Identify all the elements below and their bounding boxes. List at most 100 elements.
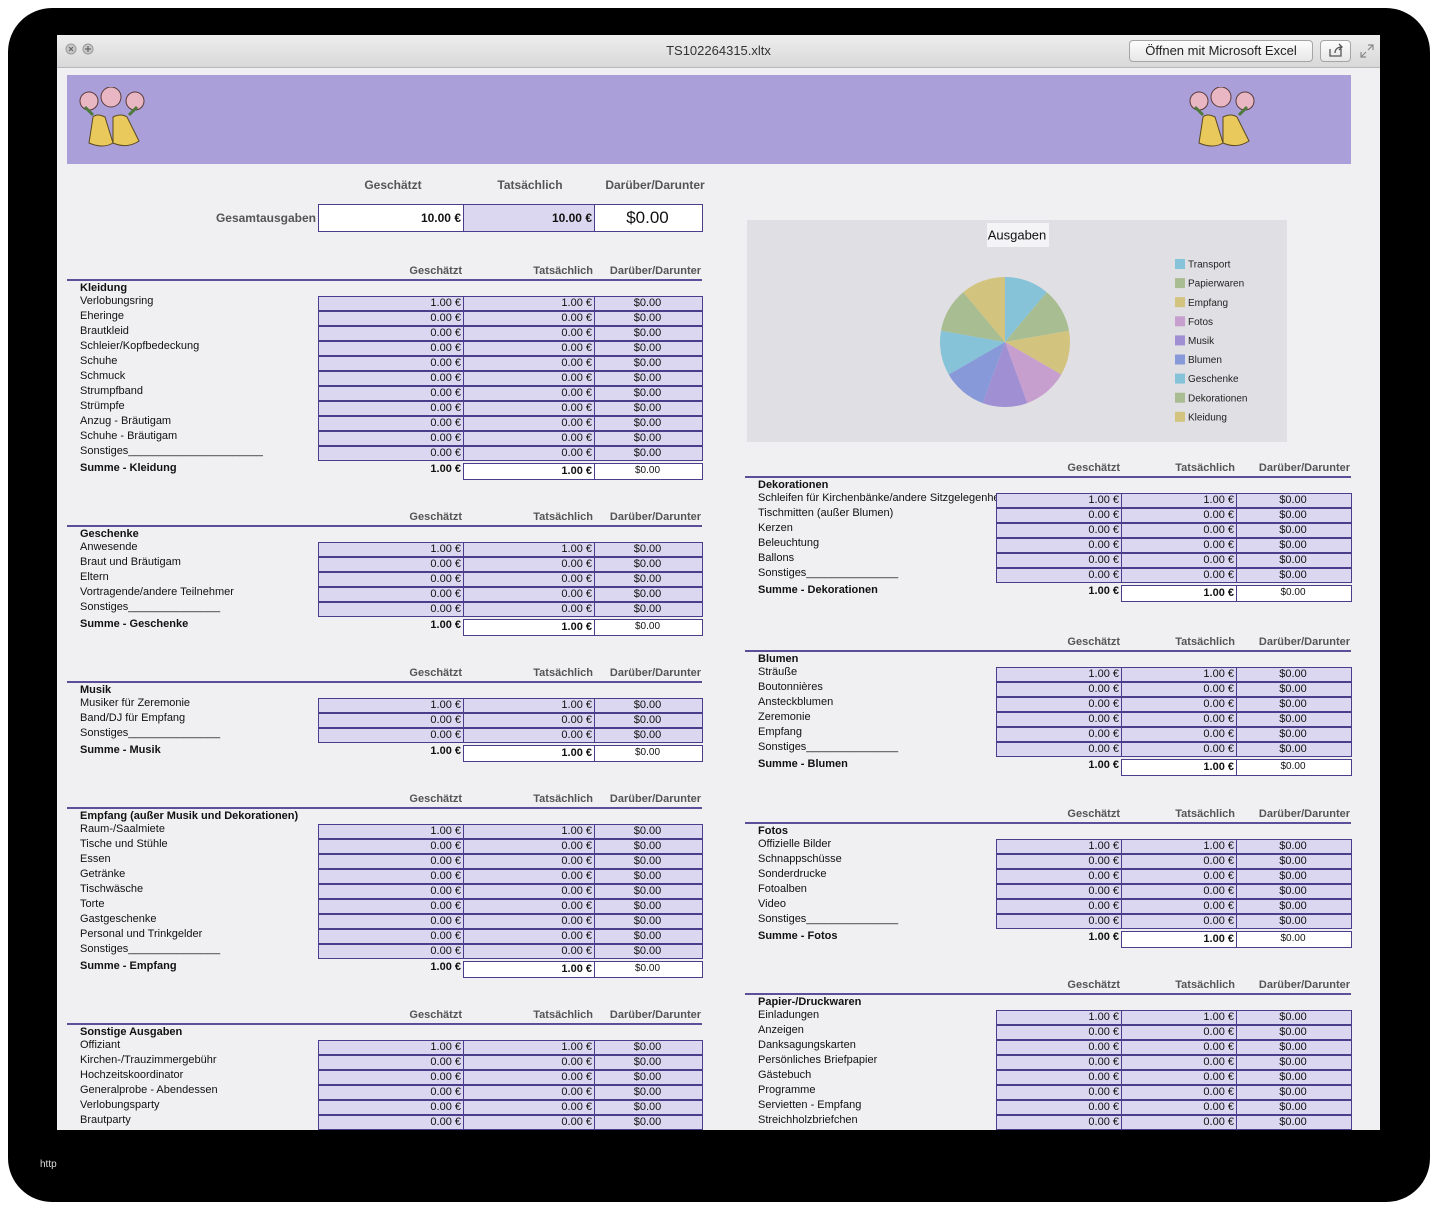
row-label: Anwesende <box>80 541 138 553</box>
row-cell: 0.00 € <box>996 697 1122 712</box>
row-cell: $0.00 <box>1236 854 1352 869</box>
row-cell: 0.00 € <box>318 326 464 341</box>
section-rule <box>67 279 702 281</box>
row-cell: $0.00 <box>1236 884 1352 899</box>
row-label: Vortragende/andere Teilnehmer <box>80 586 234 598</box>
row-cell: $0.00 <box>1236 1025 1352 1040</box>
row-cell: 0.00 € <box>463 386 595 401</box>
window-controls[interactable] <box>63 35 113 67</box>
legend-label: Transport <box>1188 260 1231 271</box>
row-cell: 0.00 € <box>318 587 464 602</box>
row-cell: $0.00 <box>594 914 703 929</box>
total-cell: $0.00 <box>594 463 703 480</box>
column-header: Darüber/Darunter <box>1258 462 1350 474</box>
pie-slice <box>982 342 1028 407</box>
row-cell: $0.00 <box>1236 727 1352 742</box>
row-cell: 0.00 € <box>996 742 1122 757</box>
row-cell: 0.00 € <box>318 1055 464 1070</box>
row-label: Sträuße <box>758 666 798 678</box>
row-cell: 0.00 € <box>996 1040 1122 1055</box>
row-cell: $0.00 <box>1236 553 1352 568</box>
summary-cell: 10.00 € <box>318 204 464 232</box>
row-label: Strumpfband <box>80 385 143 397</box>
row-cell: 1.00 € <box>463 542 595 557</box>
row-label: Boutonnières <box>758 681 823 693</box>
legend-swatch <box>1175 335 1185 346</box>
summary-column-header: Geschätzt <box>364 178 422 192</box>
row-cell: $0.00 <box>594 824 703 839</box>
row-label: Kirchen-/Trauzimmergebühr <box>80 1054 217 1066</box>
row-cell: 0.00 € <box>1121 869 1237 884</box>
header-band <box>67 75 1351 164</box>
row-cell: 0.00 € <box>996 508 1122 523</box>
row-cell: 1.00 € <box>463 698 595 713</box>
section-title: Papier-/Druckwaren <box>758 996 862 1008</box>
legend-swatch <box>1175 373 1185 384</box>
row-cell: 0.00 € <box>1121 712 1237 727</box>
row-cell: 0.00 € <box>463 587 595 602</box>
column-header: Darüber/Darunter <box>1258 979 1350 991</box>
total-cell: 1.00 € <box>1121 585 1237 602</box>
row-cell: 0.00 € <box>996 914 1122 929</box>
row-label: Empfang <box>758 726 803 738</box>
window: TS102264315.xltx Öffnen mit Microsoft Ex… <box>57 35 1380 1130</box>
row-label: Kerzen <box>758 522 793 534</box>
chart-title: Ausgaben <box>988 227 1047 242</box>
column-header: Darüber/Darunter <box>609 511 701 523</box>
row-cell: 0.00 € <box>463 1115 595 1130</box>
section-rule <box>745 822 1351 824</box>
section-title: Kleidung <box>80 282 128 294</box>
row-cell: $0.00 <box>594 839 703 854</box>
section-rule <box>67 1023 702 1025</box>
row-cell: $0.00 <box>594 1115 703 1130</box>
legend-label: Papierwaren <box>1188 279 1244 290</box>
row-label: Getränke <box>80 868 126 880</box>
open-excel-button[interactable]: Öffnen mit Microsoft Excel <box>1129 40 1313 62</box>
row-label: Offizielle Bilder <box>758 838 832 850</box>
row-cell: 0.00 € <box>463 356 595 371</box>
row-cell: 0.00 € <box>463 572 595 587</box>
section-title: Sonstige Ausgaben <box>80 1026 183 1038</box>
row-cell: $0.00 <box>1236 1100 1352 1115</box>
total-cell: 1.00 € <box>463 463 595 480</box>
legend-label: Empfang <box>1188 298 1228 309</box>
total-label: Summe - Blumen <box>758 758 848 770</box>
row-cell: 0.00 € <box>1121 697 1237 712</box>
section-title: Dekorationen <box>758 479 829 491</box>
total-cell: $0.00 <box>1236 759 1352 776</box>
row-cell: $0.00 <box>1236 899 1352 914</box>
total-estimate: 1.00 € <box>430 619 461 631</box>
total-cell: 1.00 € <box>463 961 595 978</box>
row-cell: 0.00 € <box>318 869 464 884</box>
row-cell: 0.00 € <box>318 839 464 854</box>
row-cell: 0.00 € <box>996 1085 1122 1100</box>
row-cell: 0.00 € <box>463 869 595 884</box>
row-label: Sonstiges_______________ <box>758 913 899 925</box>
legend-swatch <box>1175 278 1185 289</box>
row-cell: 0.00 € <box>1121 914 1237 929</box>
row-cell: 0.00 € <box>1121 742 1237 757</box>
row-label: Brautparty <box>80 1114 131 1126</box>
row-cell: 0.00 € <box>318 341 464 356</box>
row-label: Fotoalben <box>758 883 807 895</box>
row-cell: 0.00 € <box>318 884 464 899</box>
row-cell: 0.00 € <box>1121 568 1237 583</box>
row-cell: 0.00 € <box>463 1085 595 1100</box>
legend-label: Kleidung <box>1188 412 1227 423</box>
row-label: Tische und Stühle <box>80 838 168 850</box>
row-label: Sonstiges_______________ <box>80 727 221 739</box>
row-label: Eltern <box>80 571 109 583</box>
row-cell: 0.00 € <box>1121 553 1237 568</box>
row-cell: $0.00 <box>594 572 703 587</box>
chart-title-bg <box>987 223 1049 247</box>
row-cell: 0.00 € <box>463 854 595 869</box>
share-button[interactable] <box>1320 40 1351 62</box>
row-cell: 0.00 € <box>996 682 1122 697</box>
row-cell: $0.00 <box>1236 538 1352 553</box>
total-label: Summe - Kleidung <box>80 462 177 474</box>
row-cell: $0.00 <box>594 431 703 446</box>
row-cell: $0.00 <box>594 386 703 401</box>
column-header: Geschätzt <box>409 265 462 277</box>
row-cell: $0.00 <box>594 416 703 431</box>
fullscreen-button[interactable] <box>1359 43 1375 59</box>
